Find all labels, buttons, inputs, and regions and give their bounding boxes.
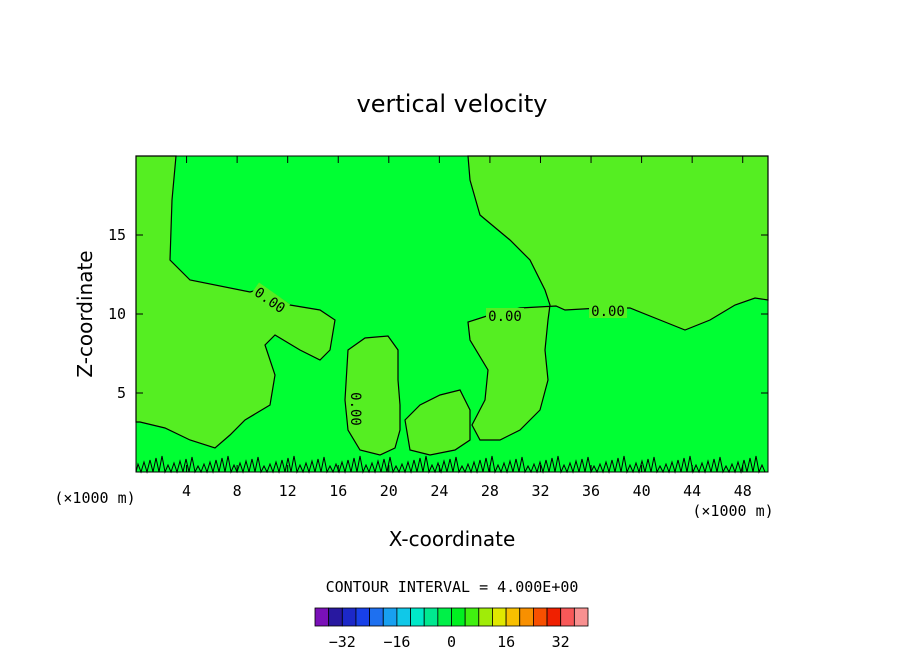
y-tick-label: 15 xyxy=(108,226,126,244)
x-tick-label: 36 xyxy=(582,482,600,500)
x-tick-label: 40 xyxy=(633,482,651,500)
contour-line xyxy=(344,335,401,456)
contour-line xyxy=(467,155,769,441)
x-axis-ticks: 4 8 12 16 20 24 28 32 36 40 44 48 xyxy=(182,156,752,500)
y-axis-ticks: 5 10 15 xyxy=(108,226,768,402)
colorbar-tick-labels: −32 −16 0 16 32 xyxy=(329,633,570,651)
colorbar-swatch xyxy=(328,607,343,627)
colorbar-swatch xyxy=(533,607,548,627)
y-axis-label: Z-coordinate xyxy=(73,250,97,377)
colorbar xyxy=(314,607,589,627)
colorbar-swatch xyxy=(492,607,507,627)
colorbar-swatch xyxy=(382,607,398,627)
positive-region-east xyxy=(468,156,768,440)
contour-line xyxy=(404,389,471,456)
x-tick-label: 20 xyxy=(380,482,398,500)
x-tick-label: 16 xyxy=(329,482,347,500)
colorbar-swatch xyxy=(410,607,425,627)
colorbar-swatch xyxy=(451,607,466,627)
contour-label: 0.00 xyxy=(591,304,625,320)
colorbar-swatch xyxy=(314,607,330,627)
colorbar-swatch xyxy=(478,607,493,627)
x-tick-label: 8 xyxy=(233,482,242,500)
colorbar-swatch xyxy=(464,607,480,627)
contour-interval-text: CONTOUR INTERVAL = 4.000E+00 xyxy=(326,578,579,596)
x-axis-label: X-coordinate xyxy=(389,527,516,551)
colorbar-swatch xyxy=(505,607,521,627)
contour-label: 0.00 xyxy=(347,392,363,426)
x-unit-right: (×1000 m) xyxy=(692,502,773,520)
contour-label: 0.00 xyxy=(488,309,522,325)
contour-line-surface xyxy=(135,455,766,474)
chart-title: vertical velocity xyxy=(357,90,548,118)
plot-area: 0.00 0.00 0.000.00 xyxy=(135,155,769,474)
colorbar-tick-label: 32 xyxy=(552,633,570,651)
colorbar-tick-label: 16 xyxy=(497,633,515,651)
x-tick-label: 32 xyxy=(531,482,549,500)
contour-line xyxy=(135,155,336,449)
colorbar-swatch xyxy=(560,607,575,627)
contour-label-bg xyxy=(486,308,524,323)
colorbar-swatch xyxy=(519,607,534,627)
x-tick-label: 24 xyxy=(430,482,448,500)
colorbar-swatch xyxy=(546,607,562,627)
contour-label-bg xyxy=(589,303,627,318)
colorbar-swatch xyxy=(369,607,384,627)
colorbar-tick-label: −32 xyxy=(329,633,356,651)
x-tick-label: 12 xyxy=(279,482,297,500)
y-tick-label: 10 xyxy=(108,305,126,323)
positive-region-west xyxy=(136,156,335,448)
colorbar-tick-label: 0 xyxy=(447,633,456,651)
colorbar-swatch xyxy=(437,607,452,627)
contour-label-bg xyxy=(349,390,364,428)
x-tick-label: 4 xyxy=(182,482,191,500)
colorbar-swatch xyxy=(355,607,371,627)
colorbar-swatch xyxy=(423,607,439,627)
x-unit-left: (×1000 m) xyxy=(54,489,135,507)
contour-label-bg xyxy=(250,282,291,317)
positive-region-lower xyxy=(405,390,470,455)
y-tick-label: 5 xyxy=(117,384,126,402)
colorbar-tick-label: −16 xyxy=(383,633,410,651)
colorbar-swatch xyxy=(341,607,357,627)
x-tick-label: 28 xyxy=(481,482,499,500)
contour-lines xyxy=(135,155,769,474)
x-tick-label: 48 xyxy=(734,482,752,500)
x-tick-label: 44 xyxy=(683,482,701,500)
colorbar-swatch xyxy=(573,607,589,627)
colorbar-swatch xyxy=(396,607,411,627)
